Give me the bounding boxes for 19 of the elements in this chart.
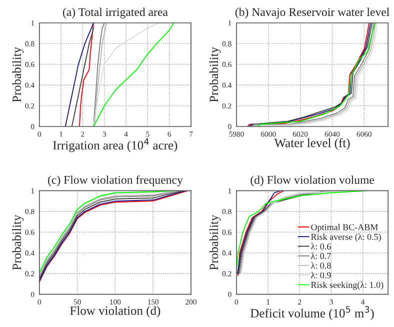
x-axis-title: Water level (ft) — [274, 138, 350, 150]
y-axis-title: Probability — [12, 214, 24, 270]
chart-title: (a) Total irrigated area — [62, 8, 168, 18]
legend-label: λ: 0.9 — [310, 272, 331, 278]
legend-label: Risk averse (λ: 0.5) — [311, 233, 381, 242]
x-axis-title: Deficit volume (10$^{5}$ m$^{3}$) — [250, 306, 374, 320]
legend-label: Optimal BC-ABM — [311, 224, 378, 232]
chart-title: (c) Flow violation frequency — [48, 175, 183, 186]
y-axis-title: Probability — [209, 46, 221, 102]
legend-label: Risk seeking(λ: 1.0) — [311, 281, 384, 290]
x-axis-title: Irrigation area (10$^{4}$ acre) — [53, 138, 178, 152]
legend-label: λ: 0.6 — [310, 243, 331, 250]
y-axis-title: Probability — [12, 46, 24, 102]
y-axis-title: Probability — [209, 214, 221, 270]
chart-title: (d) Flow violation volume — [250, 176, 374, 186]
legend-label: λ: 0.8 — [310, 262, 331, 269]
chart-title: (b) Navajo Reservoir water level — [235, 8, 390, 18]
legend-label: λ: 0.7 — [310, 252, 331, 260]
x-axis-title: Flow violation (d) — [70, 306, 160, 318]
